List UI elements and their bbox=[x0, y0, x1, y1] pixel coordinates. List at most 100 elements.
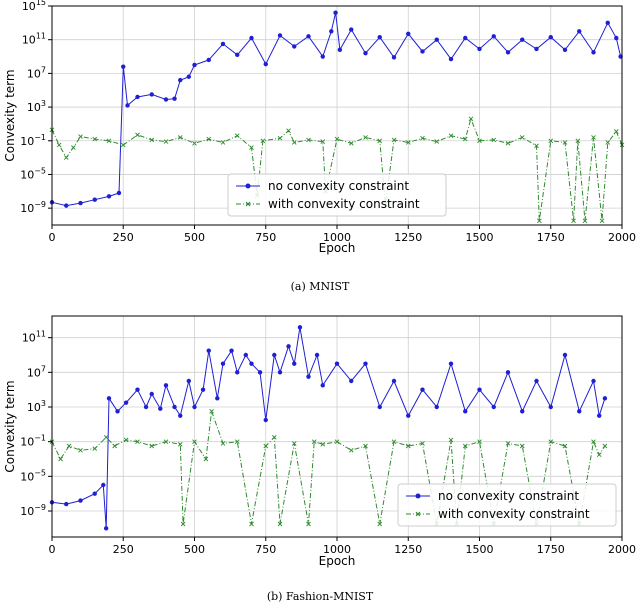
data-point bbox=[463, 35, 468, 41]
data-point bbox=[103, 526, 109, 531]
data-point bbox=[192, 62, 197, 68]
data-point bbox=[420, 49, 425, 54]
data-point bbox=[614, 35, 619, 41]
data-point bbox=[363, 361, 368, 366]
data-point bbox=[106, 396, 112, 401]
data-point bbox=[272, 352, 277, 358]
data-point bbox=[420, 441, 425, 446]
data-point bbox=[92, 136, 98, 142]
data-point bbox=[434, 404, 439, 410]
data-point bbox=[575, 138, 581, 144]
data-point bbox=[329, 29, 334, 34]
x-tick-label: 2000 bbox=[608, 543, 636, 556]
data-point bbox=[249, 35, 254, 41]
data-point bbox=[263, 61, 268, 67]
data-point bbox=[597, 413, 602, 418]
data-point bbox=[58, 456, 63, 462]
legend: no convexity constraint with convexity co… bbox=[227, 173, 447, 217]
data-point bbox=[123, 437, 129, 443]
data-point bbox=[143, 404, 149, 410]
y-tick-label: 10−9 bbox=[20, 200, 46, 215]
data-point bbox=[135, 439, 140, 444]
data-point bbox=[78, 448, 83, 453]
data-point bbox=[306, 137, 311, 143]
x-axis-label: Epoch bbox=[319, 241, 356, 255]
data-point bbox=[519, 443, 525, 449]
data-point bbox=[577, 29, 582, 34]
x-tick-label: 1750 bbox=[537, 543, 565, 556]
data-point bbox=[591, 50, 596, 55]
data-point bbox=[135, 132, 140, 138]
data-point bbox=[391, 55, 397, 60]
data-point bbox=[491, 34, 496, 39]
legend-box bbox=[227, 173, 447, 217]
data-point bbox=[177, 135, 183, 140]
data-point bbox=[78, 134, 83, 139]
figure-caption: (b) Fashion-MNIST bbox=[267, 590, 374, 603]
x-tick-label: 1500 bbox=[466, 231, 494, 244]
y-axis-label: Convexity term bbox=[3, 380, 17, 472]
data-point bbox=[291, 441, 297, 446]
data-point bbox=[363, 50, 368, 56]
data-point bbox=[477, 138, 482, 144]
data-point bbox=[220, 361, 226, 366]
data-point bbox=[334, 439, 340, 444]
data-point bbox=[249, 145, 254, 150]
data-point bbox=[149, 443, 155, 449]
data-point bbox=[206, 348, 211, 353]
data-point bbox=[605, 20, 610, 26]
data-point bbox=[333, 10, 338, 15]
data-point bbox=[92, 446, 98, 451]
y-tick-label: 10−9 bbox=[20, 503, 46, 518]
series-with-convexity-constraint bbox=[49, 116, 625, 224]
y-tick-label: 10−5 bbox=[20, 468, 46, 483]
data-point bbox=[277, 135, 283, 141]
data-point bbox=[596, 452, 602, 457]
y-tick-label: 10−1 bbox=[20, 434, 46, 449]
data-point bbox=[243, 352, 248, 358]
data-point bbox=[249, 361, 254, 366]
legend: no convexity constraint with convexity co… bbox=[397, 483, 617, 527]
data-point bbox=[180, 521, 186, 527]
data-point bbox=[334, 361, 340, 366]
y-axis-label: Convexity term bbox=[3, 69, 17, 161]
x-tick-label: 2000 bbox=[608, 231, 636, 244]
legend-label: no convexity constraint bbox=[438, 489, 579, 503]
data-point bbox=[206, 57, 211, 63]
x-tick-label: 500 bbox=[184, 543, 205, 556]
data-point bbox=[405, 140, 411, 145]
data-point bbox=[163, 139, 169, 144]
x-axis-label: Epoch bbox=[319, 554, 356, 568]
data-point bbox=[158, 406, 163, 411]
data-point bbox=[320, 139, 326, 144]
data-point bbox=[462, 136, 468, 142]
chart-2: 0 250 500 750 1000 1250 1500 1750 2000 10−9 10−5 10… bbox=[3, 315, 636, 603]
data-point bbox=[520, 409, 525, 414]
data-point bbox=[337, 47, 343, 52]
data-point bbox=[186, 74, 191, 79]
data-point bbox=[215, 396, 220, 401]
x-tick-label: 1750 bbox=[537, 231, 565, 244]
data-point bbox=[320, 54, 325, 59]
data-point bbox=[106, 138, 112, 144]
data-point bbox=[562, 47, 568, 52]
data-point bbox=[548, 404, 553, 410]
data-point bbox=[605, 140, 611, 145]
x-tick-label: 250 bbox=[113, 231, 134, 244]
x-tick-label: 1000 bbox=[323, 543, 351, 556]
data-point bbox=[234, 439, 240, 444]
data-point bbox=[468, 116, 474, 122]
data-point bbox=[448, 56, 454, 62]
data-point bbox=[178, 77, 183, 83]
data-point bbox=[602, 443, 608, 449]
data-point bbox=[257, 370, 263, 375]
data-point bbox=[120, 142, 126, 148]
series-no-convexity-constraint bbox=[49, 325, 608, 531]
data-point bbox=[391, 439, 397, 444]
y-tick-label: 1011 bbox=[22, 330, 46, 345]
data-point bbox=[71, 145, 76, 150]
data-point bbox=[391, 378, 397, 384]
legend-box bbox=[397, 483, 617, 527]
data-point bbox=[78, 200, 83, 206]
